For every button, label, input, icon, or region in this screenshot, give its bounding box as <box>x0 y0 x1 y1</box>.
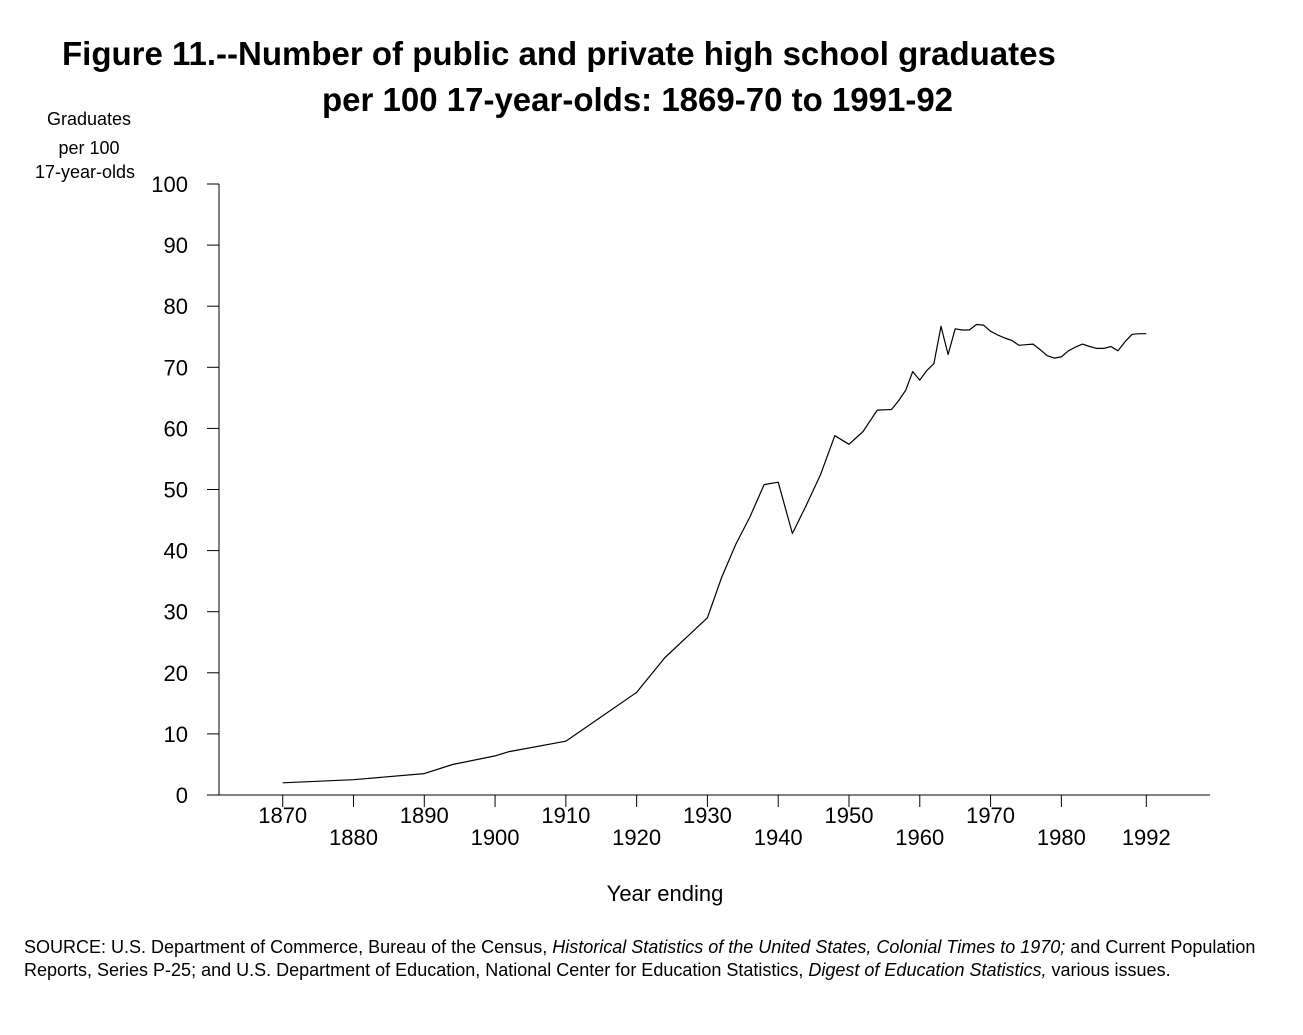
x-tick-label: 1960 <box>895 825 944 850</box>
x-tick-label: 1920 <box>612 825 661 850</box>
y-tick-label: 90 <box>164 233 188 258</box>
y-axis-label-line-1: Graduates <box>46 109 132 129</box>
y-tick-label: 40 <box>164 539 188 564</box>
source-text-3: various issues. <box>1046 960 1171 980</box>
source-note: SOURCE: U.S. Department of Commerce, Bur… <box>24 936 1286 982</box>
series-line <box>282 323 1147 784</box>
y-tick-label: 70 <box>164 355 188 380</box>
y-axis-label-line-3: 17-year-olds <box>34 162 136 182</box>
y-tick-label: 0 <box>176 783 188 808</box>
y-tick-label: 30 <box>164 600 188 625</box>
series-group <box>282 323 1147 784</box>
chart-title-line-1: Figure 11.--Number of public and private… <box>62 35 1056 72</box>
source-title-2: Digest of Education Statistics, <box>808 960 1047 980</box>
chart-axes <box>218 184 1210 796</box>
x-tick-label: 1910 <box>541 803 590 828</box>
y-axis-ticks: 0 10 20 30 40 50 60 70 80 90 100 <box>151 172 219 808</box>
x-tick-label: 1880 <box>329 825 378 850</box>
x-tick-label: 1940 <box>754 825 803 850</box>
x-tick-label: 1870 <box>258 803 307 828</box>
y-tick-label: 60 <box>164 416 188 441</box>
x-tick-label: 1900 <box>471 825 520 850</box>
chart-title-line-2: per 100 17-year-olds: 1869-70 to 1991-92 <box>322 81 954 118</box>
y-tick-label: 100 <box>151 172 188 197</box>
y-tick-label: 50 <box>164 478 188 503</box>
source-title-1: Historical Statistics of the United Stat… <box>552 937 1066 957</box>
x-axis-label: Year ending <box>607 881 724 906</box>
y-axis-label-line-2: per 100 <box>58 138 120 158</box>
x-tick-label: 1930 <box>683 803 732 828</box>
x-tick-label: 1970 <box>966 803 1015 828</box>
y-tick-label: 80 <box>164 294 188 319</box>
source-text-1: SOURCE: U.S. Department of Commerce, Bur… <box>24 937 553 957</box>
x-axis-ticks: 1870 1890 1910 1930 1950 1970 1880 1900 1920 1940… <box>258 795 1171 850</box>
x-tick-label: 1950 <box>825 803 874 828</box>
y-tick-label: 10 <box>164 722 188 747</box>
x-tick-label: 1992 <box>1122 825 1171 850</box>
x-tick-label: 1890 <box>400 803 449 828</box>
source-text-2: and Current Population Reports, Series P… <box>24 937 1256 980</box>
x-tick-label: 1980 <box>1037 825 1086 850</box>
y-tick-label: 20 <box>164 661 188 686</box>
